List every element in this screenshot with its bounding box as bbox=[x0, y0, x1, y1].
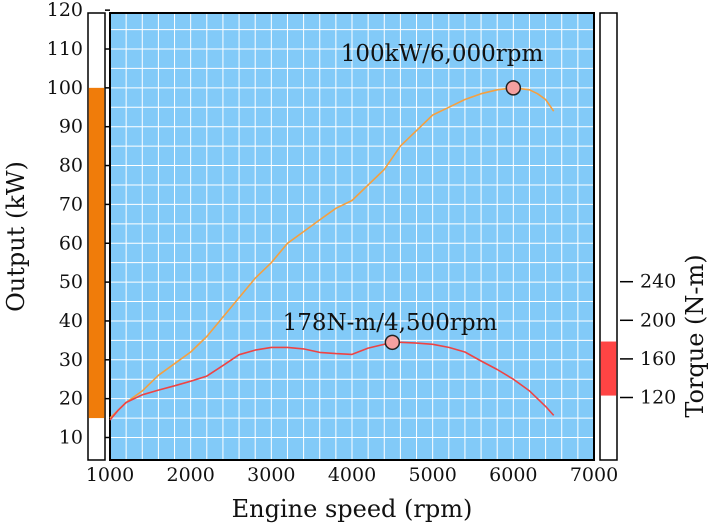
output-range-fill bbox=[88, 87, 105, 419]
y-left-tick-label: 40 bbox=[59, 310, 83, 332]
torque-range-fill bbox=[600, 341, 617, 396]
y-left-tick-label: 30 bbox=[59, 349, 83, 371]
y-left-tick-label: 100 bbox=[47, 77, 83, 99]
y-left-tick-label: 20 bbox=[59, 388, 83, 410]
plot-frame bbox=[109, 12, 595, 461]
x-tick-label: 7000 bbox=[570, 464, 618, 486]
y-left-tick-label: 120 bbox=[47, 0, 83, 21]
y-left-tick-label: 70 bbox=[59, 193, 83, 215]
x-tick-label: 4000 bbox=[328, 464, 376, 486]
peak-annotation-label: 178N-m/4,500rpm bbox=[283, 310, 498, 336]
torque-series-line bbox=[109, 341, 555, 421]
peak-marker bbox=[384, 334, 401, 351]
peak-annotation-label: 100kW/6,000rpm bbox=[341, 41, 544, 67]
x-axis-title: Engine speed (rpm) bbox=[232, 495, 473, 523]
x-tick-label: 2000 bbox=[166, 464, 214, 486]
y-left-axis-title: Output (kW) bbox=[2, 161, 30, 312]
y-right-tick-label: 120 bbox=[640, 387, 676, 409]
peak-marker bbox=[505, 80, 522, 96]
y-right-tick-label: 160 bbox=[640, 348, 676, 370]
y-left-tick-label: 90 bbox=[59, 116, 83, 138]
output-series-line bbox=[109, 87, 555, 419]
y-left-tick-label: 60 bbox=[59, 232, 83, 254]
y-left-tick-label: 80 bbox=[59, 155, 83, 177]
x-tick-label: 5000 bbox=[408, 464, 456, 486]
y-left-tick-label: 50 bbox=[59, 271, 83, 293]
x-tick-label: 1000 bbox=[86, 464, 134, 486]
y-left-tick-label: 10 bbox=[59, 427, 83, 449]
y-right-tick-label: 240 bbox=[640, 271, 676, 293]
x-tick-label: 3000 bbox=[247, 464, 295, 486]
y-left-tick-label: 110 bbox=[47, 38, 83, 60]
y-right-axis-title: Torque (N-m) bbox=[681, 254, 709, 417]
y-right-tick-label: 200 bbox=[640, 309, 676, 331]
x-tick-label: 6000 bbox=[489, 464, 537, 486]
